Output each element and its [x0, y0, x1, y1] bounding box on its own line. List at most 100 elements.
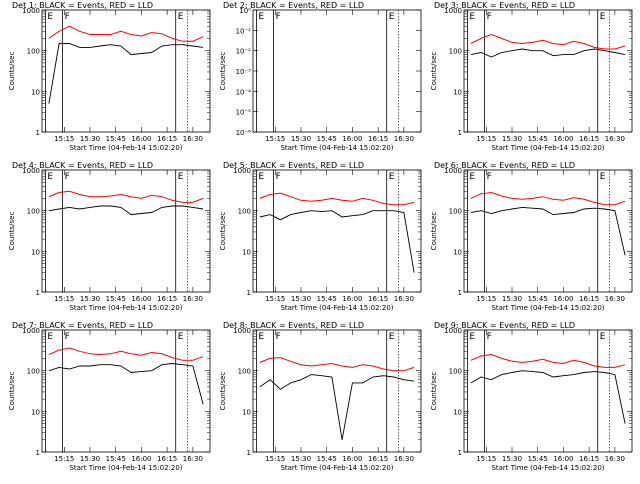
x-tick-label: 15:45 — [528, 295, 548, 303]
marker-label: F — [487, 12, 492, 22]
y-tick-label: 10 — [242, 248, 251, 256]
x-tick-label: 16:15 — [368, 455, 388, 463]
y-tick-label: 10⁻² — [236, 48, 252, 56]
y-axis-label: Counts/sec — [430, 212, 438, 251]
panel-4: Det 4: BLACK = Events, RED = LLD 1 10 100 10… — [8, 161, 211, 312]
marker-label: E — [47, 332, 53, 342]
x-tick-label: 15:15 — [476, 135, 496, 143]
x-tick-label: 16:30 — [605, 455, 625, 463]
y-tick-label: 1 — [458, 129, 462, 137]
marker-label: E — [469, 172, 475, 182]
x-tick-label: 16:00 — [342, 135, 362, 143]
panel-8: Det 8: BLACK = Events, RED = LLD 1 10 100 10… — [219, 321, 422, 472]
series-lld — [470, 33, 626, 50]
marker-label: E — [469, 332, 475, 342]
y-tick-label: 10 — [453, 408, 462, 416]
x-tick-label: 16:00 — [342, 295, 362, 303]
x-axis-label: Start Time (04-Feb-14 15:02:20) — [280, 464, 393, 472]
x-axis-label: Start Time (04-Feb-14 15:02:20) — [280, 304, 393, 312]
x-tick-label: 16:00 — [131, 295, 151, 303]
x-tick-label: 16:15 — [579, 295, 599, 303]
y-axis-label: Counts/sec — [8, 372, 16, 411]
x-tick-label: 15:45 — [528, 455, 548, 463]
series-lld — [470, 353, 626, 368]
x-tick-label: 15:30 — [291, 455, 311, 463]
y-tick-label: 10⁻⁴ — [236, 88, 252, 96]
series-events — [48, 205, 204, 216]
plot-frame — [252, 329, 422, 453]
y-tick-label: 1000 — [233, 327, 251, 335]
marker-label: E — [258, 172, 264, 182]
series-lld — [48, 190, 204, 203]
y-tick-label: 10⁻¹ — [236, 27, 252, 35]
x-tick-label: 16:30 — [183, 135, 203, 143]
y-tick-label: 100 — [27, 48, 40, 56]
y-tick-label: 1000 — [233, 167, 251, 175]
panel-6: Det 6: BLACK = Events, RED = LLD 1 10 100 10… — [430, 161, 633, 312]
x-tick-label: 16:00 — [553, 455, 573, 463]
x-tick-label: 15:30 — [502, 455, 522, 463]
x-tick-label: 16:00 — [553, 295, 573, 303]
y-axis-label: Counts/sec — [430, 372, 438, 411]
series-events — [259, 210, 415, 273]
x-tick-label: 15:45 — [317, 135, 337, 143]
y-tick-label: 10 — [453, 88, 462, 96]
x-tick-label: 16:30 — [605, 135, 625, 143]
panel-2: Det 2: BLACK = Events, RED = LLD 10⁻⁶ 10⁻⁵… — [219, 1, 422, 152]
marker-label: E — [178, 332, 184, 342]
x-tick-label: 15:30 — [502, 295, 522, 303]
y-tick-label: 1000 — [22, 167, 40, 175]
x-tick-label: 15:15 — [54, 135, 74, 143]
plot-frame — [463, 169, 633, 293]
x-tick-label: 16:15 — [579, 135, 599, 143]
x-tick-label: 16:30 — [394, 295, 414, 303]
x-tick-label: 16:15 — [157, 295, 177, 303]
plot-frame — [41, 329, 211, 453]
x-tick-label: 15:15 — [54, 295, 74, 303]
y-axis-label: Counts/sec — [219, 212, 227, 251]
x-tick-label: 15:45 — [528, 135, 548, 143]
y-tick-label: 10 — [31, 408, 40, 416]
y-tick-label: 100 — [449, 368, 462, 376]
x-tick-label: 15:30 — [80, 295, 100, 303]
y-axis-label: Counts/sec — [219, 52, 227, 91]
marker-label: E — [258, 12, 264, 22]
y-tick-label: 10 — [31, 88, 40, 96]
plot-frame — [252, 9, 422, 133]
y-tick-label: 100 — [238, 208, 251, 216]
marker-label: F — [65, 332, 70, 342]
marker-label: E — [389, 332, 395, 342]
x-tick-label: 16:15 — [579, 455, 599, 463]
series-events — [470, 206, 626, 256]
y-tick-label: 1 — [458, 449, 462, 457]
marker-label: E — [389, 172, 395, 182]
x-tick-label: 16:30 — [394, 135, 414, 143]
marker-label: E — [600, 332, 606, 342]
marker-label: E — [178, 12, 184, 22]
marker-label: E — [600, 12, 606, 22]
y-tick-label: 10⁻³ — [236, 68, 252, 76]
x-tick-label: 16:30 — [183, 295, 203, 303]
y-tick-label: 100 — [449, 48, 462, 56]
marker-label: F — [65, 12, 70, 22]
panel-3: Det 3: BLACK = Events, RED = LLD 1 10 100 10… — [430, 1, 633, 152]
marker-label: F — [276, 332, 281, 342]
y-tick-label: 1000 — [22, 327, 40, 335]
panel-title: Det 9: BLACK = Events, RED = LLD — [434, 321, 575, 330]
marker-label: E — [47, 172, 53, 182]
y-tick-label: 100 — [238, 368, 251, 376]
panel-title: Det 8: BLACK = Events, RED = LLD — [223, 321, 364, 330]
x-axis-label: Start Time (04-Feb-14 15:02:20) — [69, 304, 182, 312]
series-events — [48, 43, 204, 104]
marker-label: E — [47, 12, 53, 22]
x-tick-label: 15:30 — [291, 135, 311, 143]
y-tick-label: 1 — [36, 289, 40, 297]
x-tick-label: 16:30 — [183, 455, 203, 463]
panel-title: Det 6: BLACK = Events, RED = LLD — [434, 161, 575, 170]
x-tick-label: 15:45 — [106, 295, 126, 303]
x-tick-label: 16:00 — [131, 135, 151, 143]
x-tick-label: 15:15 — [54, 455, 74, 463]
x-tick-label: 15:15 — [265, 135, 285, 143]
series-lld — [48, 25, 204, 42]
